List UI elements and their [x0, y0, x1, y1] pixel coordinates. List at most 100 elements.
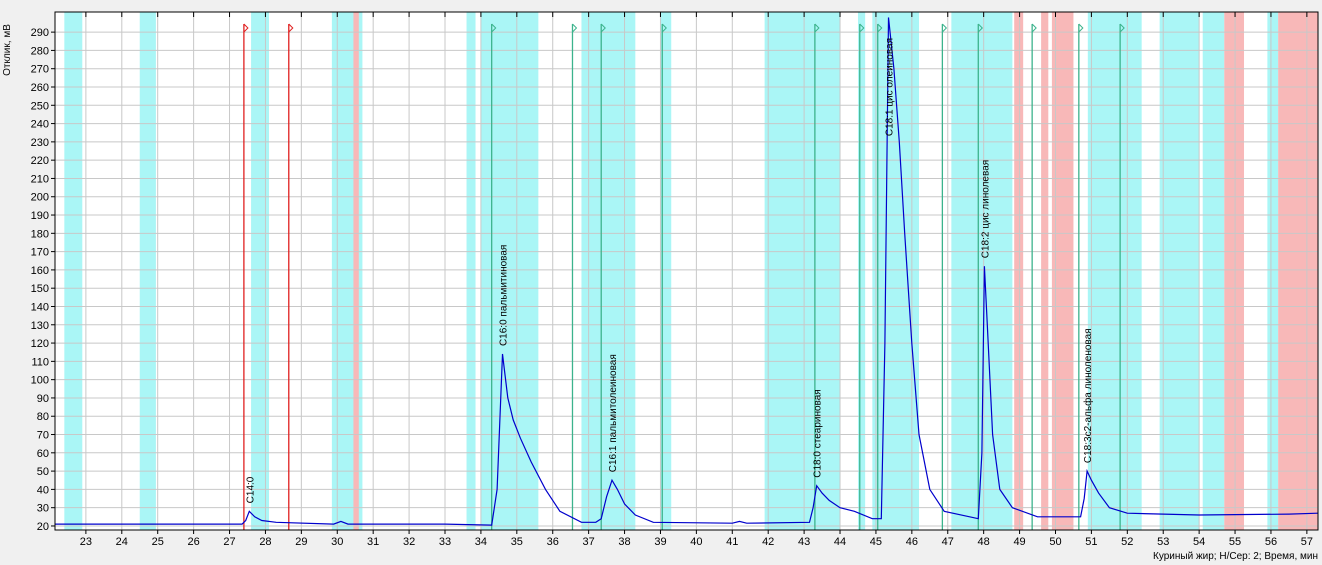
- x-tick-label: 42: [762, 536, 774, 548]
- x-tick-label: 50: [1049, 536, 1061, 548]
- band: [353, 12, 359, 530]
- marker-arrow: [243, 23, 249, 33]
- band: [1278, 12, 1318, 530]
- peak-label: C18:1 цис олеиновая: [885, 38, 896, 136]
- band: [1224, 12, 1245, 530]
- band: [1159, 12, 1200, 530]
- x-tick-label: 23: [80, 536, 92, 548]
- y-tick-label: 230: [31, 137, 49, 149]
- y-tick-label: 220: [31, 155, 49, 167]
- y-tick-label: 240: [31, 119, 49, 131]
- y-tick-label: 170: [31, 247, 49, 259]
- x-tick-label: 44: [834, 536, 846, 548]
- y-tick-label: 200: [31, 192, 49, 204]
- band: [660, 12, 672, 530]
- y-tick-label: 140: [31, 301, 49, 313]
- band: [1202, 12, 1225, 530]
- band: [1267, 12, 1279, 530]
- x-tick-label: 56: [1265, 536, 1277, 548]
- grid: 20 30 40 50 60 70 80 90 100 110 120 130 140 150 160 170…: [31, 12, 1318, 548]
- x-tick-label: 29: [295, 536, 307, 548]
- y-tick-label: 150: [31, 283, 49, 295]
- band: [581, 12, 636, 530]
- x-tick-label: 40: [690, 536, 702, 548]
- y-tick-label: 190: [31, 210, 49, 222]
- peak-label: C14:0: [245, 476, 256, 503]
- y-tick-label: 290: [31, 27, 49, 39]
- y-tick-label: 30: [37, 503, 49, 515]
- x-tick-label: 28: [259, 536, 271, 548]
- x-tick-label: 34: [475, 536, 487, 548]
- x-tick-label: 45: [870, 536, 882, 548]
- x-tick-label: 26: [187, 536, 199, 548]
- x-tick-label: 57: [1301, 536, 1313, 548]
- footer: Куриный жир; Н/Сер: 2; Время, мин: [1153, 551, 1318, 562]
- band: [251, 12, 270, 530]
- marker-arrow: [859, 23, 865, 33]
- band: [764, 12, 841, 530]
- y-tick-label: 250: [31, 100, 49, 112]
- x-tick-label: 31: [367, 536, 379, 548]
- peak-label: C18:3c2-альфа линоленовая: [1082, 328, 1094, 463]
- x-tick-label: 35: [511, 536, 523, 548]
- x-tick-label: 43: [798, 536, 810, 548]
- band: [480, 12, 539, 530]
- y-tick-label: 90: [37, 393, 49, 405]
- marker-arrow: [877, 23, 883, 33]
- y-tick-label: 110: [31, 356, 49, 368]
- x-tick-label: 53: [1157, 536, 1169, 548]
- y-axis-title: Отклик, мВ: [2, 24, 13, 76]
- y-tick-label: 210: [31, 173, 49, 185]
- x-tick-label: 27: [223, 536, 235, 548]
- x-tick-label: 41: [726, 536, 738, 548]
- chromatogram-line: [55, 17, 1318, 526]
- x-tick-label: 48: [978, 536, 990, 548]
- y-tick-label: 120: [31, 338, 49, 350]
- marker-arrow: [600, 23, 606, 33]
- peak-label: C18:0 стеариновая: [813, 389, 824, 477]
- markers: [243, 23, 1125, 530]
- plot-frame: [54, 11, 1319, 531]
- peak-label: C16:1 пальмитолеиновая: [608, 354, 619, 472]
- y-tick-label: 180: [31, 228, 49, 240]
- x-tick-label: 30: [331, 536, 343, 548]
- x-tick-label: 49: [1013, 536, 1025, 548]
- y-tick-label: 80: [37, 411, 49, 423]
- band: [466, 12, 476, 530]
- x-tick-label: 46: [906, 536, 918, 548]
- band: [64, 12, 83, 530]
- band: [1014, 12, 1024, 530]
- y-tick-label: 280: [31, 45, 49, 57]
- y-tick-label: 100: [31, 375, 49, 387]
- y-tick-label: 260: [31, 82, 49, 94]
- y-tick-label: 40: [37, 484, 49, 496]
- y-tick-label: 50: [37, 466, 49, 478]
- band: [857, 12, 866, 530]
- x-tick-label: 39: [654, 536, 666, 548]
- y-tick-label: 20: [37, 521, 49, 533]
- peak-label: C18:2 цис линолевая: [980, 160, 991, 258]
- y-tick-label: 130: [31, 320, 49, 332]
- x-tick-label: 25: [152, 536, 164, 548]
- x-tick-label: 51: [1085, 536, 1097, 548]
- annotations: C14:0 C16:0 пальмитиновая C16:1 пальмитоле…: [245, 38, 1094, 503]
- band: [1087, 12, 1142, 530]
- marker-arrow: [288, 23, 294, 33]
- marker-arrow: [1078, 23, 1084, 33]
- y-tick-label: 70: [37, 430, 49, 442]
- x-tick-label: 38: [618, 536, 630, 548]
- x-tick-label: 37: [583, 536, 595, 548]
- x-tick-label: 33: [439, 536, 451, 548]
- curves: [55, 17, 1318, 526]
- marker-arrow: [661, 23, 667, 33]
- y-tick-label: 160: [31, 265, 49, 277]
- x-tick-label: 54: [1193, 536, 1205, 548]
- y-tick-label: 270: [31, 64, 49, 76]
- x-tick-label: 36: [547, 536, 559, 548]
- x-tick-label: 32: [403, 536, 415, 548]
- marker-arrow: [572, 23, 578, 33]
- band: [1041, 12, 1049, 530]
- marker-arrow: [491, 23, 497, 33]
- peak-label: C16:0 пальмитиновая: [498, 245, 509, 346]
